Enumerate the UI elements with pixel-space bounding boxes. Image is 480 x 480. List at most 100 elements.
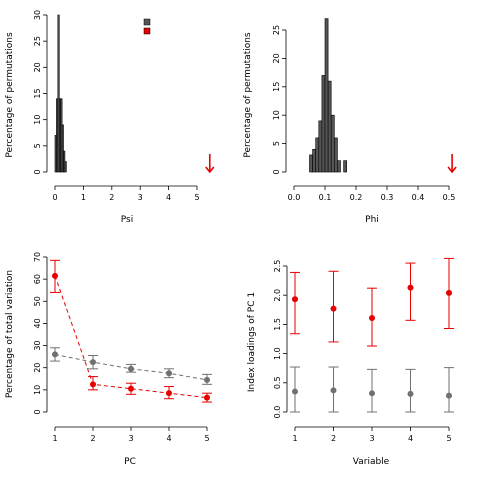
loadings-series-0 bbox=[290, 257, 454, 347]
variation-y-tick-label: 10 bbox=[33, 385, 42, 395]
loadings-point bbox=[369, 390, 375, 397]
variation-point bbox=[90, 359, 96, 366]
phi-bar bbox=[312, 148, 317, 173]
psi-legend-swatch-red bbox=[143, 27, 151, 35]
loadings-x-tick-label: 2 bbox=[331, 434, 336, 443]
variation-y-tick-label: 70 bbox=[33, 252, 42, 262]
variation-y-tick-label: 30 bbox=[33, 340, 42, 350]
variation-panel: Percentage of total variation PC 0 10 20 30… bbox=[5, 252, 212, 467]
variation-point bbox=[166, 390, 172, 397]
variation-x-tick-label: 4 bbox=[166, 434, 171, 443]
variation-series-0 bbox=[50, 259, 212, 403]
psi-y-tick-label: 10 bbox=[33, 115, 42, 125]
psi-y-tick-label: 20 bbox=[33, 62, 42, 72]
loadings-x-tick-label: 3 bbox=[369, 434, 374, 443]
variation-y-tick-label: 50 bbox=[33, 296, 42, 306]
loadings-y-tick-label: 1.5 bbox=[273, 318, 282, 331]
psi-bar bbox=[64, 161, 67, 173]
phi-x-tick-label: 0.2 bbox=[350, 193, 363, 202]
loadings-y-tick-label: 2.5 bbox=[273, 260, 282, 273]
phi-y-tick-label: 25 bbox=[272, 25, 281, 35]
psi-legend bbox=[143, 18, 151, 35]
psi-axes: 0 5 10 15 20 25 30 0 1 2 3 4 5 bbox=[33, 10, 200, 202]
variation-point bbox=[204, 376, 210, 383]
loadings-axes: 0.0 0.5 1.0 1.5 2.0 2.5 1 2 3 4 5 bbox=[273, 260, 452, 443]
psi-y-tick-label: 0 bbox=[33, 169, 42, 174]
variation-x-tick-label: 1 bbox=[52, 434, 57, 443]
phi-y-tick-label: 10 bbox=[272, 110, 281, 120]
variation-point bbox=[204, 394, 210, 401]
psi-x-tick-label: 1 bbox=[81, 193, 86, 202]
variation-ylabel: Percentage of total variation bbox=[5, 270, 15, 398]
psi-y-tick-label: 5 bbox=[33, 143, 42, 148]
phi-y-tick-label: 15 bbox=[272, 82, 281, 92]
psi-observed-arrow bbox=[205, 154, 215, 174]
variation-series-1 bbox=[50, 347, 212, 385]
phi-bar bbox=[330, 114, 335, 173]
loadings-x-tick-label: 5 bbox=[446, 434, 451, 443]
phi-ylabel: Percentage of permutations bbox=[243, 32, 253, 158]
psi-bars bbox=[54, 14, 67, 173]
variation-series-line bbox=[54, 275, 208, 399]
loadings-xlabel: Variable bbox=[353, 457, 390, 467]
phi-bar bbox=[318, 120, 323, 173]
variation-point bbox=[166, 370, 172, 377]
variation-x-tick-label: 2 bbox=[90, 434, 95, 443]
psi-histogram-panel: Percentage of permutations Psi 051015202… bbox=[5, 10, 215, 225]
loadings-point bbox=[292, 296, 298, 303]
loadings-point bbox=[292, 388, 298, 395]
variation-point bbox=[128, 385, 134, 392]
psi-y-tick-label: 30 bbox=[33, 10, 42, 20]
phi-histogram-panel: Percentage of permutations Phi 0 5 10 15 20 2… bbox=[243, 18, 457, 225]
phi-x-tick-label: 0.0 bbox=[288, 193, 301, 202]
variation-y-tick-label: 40 bbox=[33, 318, 42, 328]
phi-bar bbox=[333, 137, 338, 173]
psi-x-tick-label: 0 bbox=[52, 193, 57, 202]
loadings-panel: Index loadings of PC 1 Variable 0.0 0.5 1.… bbox=[247, 257, 454, 467]
phi-bar bbox=[309, 154, 313, 173]
loadings-point bbox=[407, 390, 414, 397]
variation-axes: 0 10 20 30 40 50 60 70 1 2 3 4 5 bbox=[33, 252, 210, 443]
variation-point bbox=[52, 272, 58, 279]
psi-x-tick-label: 4 bbox=[166, 193, 171, 202]
phi-observed-arrow-head bbox=[447, 166, 457, 174]
phi-x-tick-label: 0.5 bbox=[443, 193, 456, 202]
variation-point bbox=[90, 381, 96, 388]
phi-xlabel: Phi bbox=[365, 215, 379, 225]
loadings-point bbox=[369, 314, 375, 321]
variation-point bbox=[52, 351, 58, 358]
phi-bar bbox=[343, 160, 348, 173]
loadings-point bbox=[446, 289, 452, 296]
loadings-y-tick-label: 0.0 bbox=[273, 406, 282, 419]
loadings-series-1 bbox=[290, 366, 454, 413]
psi-y-tick-label: 15 bbox=[33, 88, 42, 98]
phi-bar bbox=[315, 137, 320, 173]
loadings-point bbox=[330, 305, 337, 312]
psi-x-tick-label: 3 bbox=[138, 193, 143, 202]
loadings-y-tick-label: 1.0 bbox=[273, 347, 282, 360]
psi-bar bbox=[61, 124, 64, 173]
psi-observed-arrow-head bbox=[205, 166, 215, 174]
phi-x-tick-label: 0.3 bbox=[381, 193, 394, 202]
psi-bar bbox=[57, 14, 60, 173]
loadings-y-tick-label: 0.5 bbox=[273, 376, 282, 389]
psi-xlabel: Psi bbox=[121, 215, 133, 225]
phi-bar bbox=[337, 160, 341, 173]
variation-y-tick-label: 20 bbox=[33, 363, 42, 373]
loadings-point bbox=[330, 387, 337, 394]
phi-bar bbox=[324, 18, 329, 173]
phi-x-tick-label: 0.4 bbox=[412, 193, 425, 202]
variation-xlabel: PC bbox=[124, 457, 136, 467]
psi-ylabel: Percentage of permutations bbox=[5, 32, 15, 158]
variation-point bbox=[128, 365, 134, 372]
variation-x-tick-label: 5 bbox=[204, 434, 209, 443]
phi-y-tick-label: 5 bbox=[272, 141, 281, 146]
psi-x-tick-label: 5 bbox=[194, 193, 199, 202]
phi-y-tick-label: 0 bbox=[272, 169, 281, 174]
phi-y-tick-label: 20 bbox=[272, 53, 281, 63]
psi-x-tick-label: 2 bbox=[109, 193, 114, 202]
loadings-point bbox=[407, 284, 414, 291]
loadings-y-tick-label: 2.0 bbox=[273, 289, 282, 302]
variation-y-tick-label: 0 bbox=[33, 409, 42, 414]
